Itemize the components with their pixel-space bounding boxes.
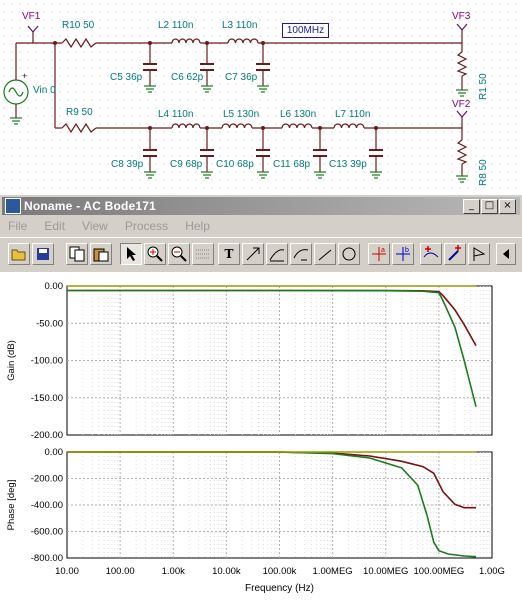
circle-icon[interactable] bbox=[338, 243, 360, 265]
window-titlebar[interactable]: Noname - AC Bode171 _ □ × bbox=[2, 197, 520, 215]
l6-label: L6 130n bbox=[280, 109, 317, 120]
c10-label: C10 68p bbox=[216, 159, 254, 170]
save-icon[interactable] bbox=[32, 243, 54, 265]
c11-label: C11 68p bbox=[273, 159, 311, 170]
source-label: Vin 0 bbox=[33, 85, 56, 96]
x-tick-label: 1.00MEG bbox=[313, 566, 353, 577]
gain-y-tick-label: -50.00 bbox=[36, 318, 63, 329]
phase-y-tick-label: -800.00 bbox=[31, 553, 63, 564]
slope-tool-icon[interactable] bbox=[266, 243, 288, 265]
menu-view[interactable]: View bbox=[82, 218, 108, 233]
cursor-tool-icon[interactable] bbox=[242, 243, 264, 265]
l2-label: L2 110n bbox=[158, 20, 194, 31]
gain-y-tick-label: -200.00 bbox=[31, 430, 63, 441]
cursor-b-icon[interactable]: b bbox=[392, 243, 414, 265]
x-tick-label: 100.00 bbox=[106, 566, 135, 577]
r1-label: R1 50 bbox=[478, 73, 489, 100]
menu-process[interactable]: Process bbox=[124, 218, 169, 233]
l3-label: L3 110n bbox=[222, 20, 258, 31]
svg-text:a: a bbox=[381, 247, 385, 254]
grid-icon[interactable] bbox=[192, 243, 214, 265]
bode-plot-svg: 0.00 -50.00 -100.00 -150.00 -200.00 Gain (dB)… bbox=[6, 281, 505, 594]
gain-y-tick-label: 0.00 bbox=[45, 281, 64, 292]
gain-panel: 0.00 -50.00 -100.00 -150.00 -200.00 Gain (dB) bbox=[6, 281, 493, 441]
c7-label: C7 36p bbox=[225, 72, 258, 83]
c8-label: C8 39p bbox=[111, 159, 144, 170]
svg-text:+: + bbox=[22, 71, 27, 81]
paste-icon[interactable] bbox=[90, 243, 112, 265]
scroll-left-icon[interactable] bbox=[496, 243, 516, 265]
pen-icon[interactable] bbox=[444, 243, 466, 265]
cursor-a-icon[interactable]: a bbox=[368, 243, 390, 265]
menu-bar: File Edit View Process Help bbox=[0, 216, 522, 235]
c13-label: C13 39p bbox=[329, 159, 367, 170]
x-tick-label: 100.00MEG bbox=[414, 566, 465, 577]
x-tick-label: 10.00k bbox=[212, 566, 241, 577]
x-tick-label: 10.00MEG bbox=[363, 566, 408, 577]
menu-help[interactable]: Help bbox=[185, 218, 210, 233]
probe-vf1-label: VF1 bbox=[22, 11, 41, 22]
source-value: 0 bbox=[50, 85, 56, 96]
svg-text:b: b bbox=[405, 247, 409, 254]
zoom-out-icon[interactable] bbox=[168, 243, 190, 265]
frequency-marker-box[interactable]: 100MHz bbox=[282, 23, 329, 38]
gain-y-tick-label: -100.00 bbox=[31, 356, 63, 367]
l5-label: L5 130n bbox=[223, 109, 260, 120]
close-button[interactable]: × bbox=[499, 199, 516, 214]
toolbar-separator bbox=[0, 237, 522, 238]
lines-icon[interactable] bbox=[314, 243, 336, 265]
minimize-button[interactable]: _ bbox=[463, 199, 480, 214]
schematic-canvas[interactable]: + VF1 VF3 VF2 R10 50 R9 50 L2 110n L3 11… bbox=[0, 0, 522, 194]
zoom-in-icon[interactable] bbox=[144, 243, 166, 265]
phase-y-tick-label: -600.00 bbox=[31, 527, 63, 538]
gain-y-axis-label: Gain (dB) bbox=[6, 340, 17, 381]
menu-edit[interactable]: Edit bbox=[44, 218, 66, 233]
c5-label: C5 36p bbox=[110, 72, 143, 83]
x-axis-label: Frequency (Hz) bbox=[245, 583, 314, 594]
source-name: Vin bbox=[33, 85, 48, 96]
phase-y-axis-label: Phase [deg] bbox=[6, 480, 17, 531]
c6-label: C6 62p bbox=[171, 72, 204, 83]
c9-label: C9 68p bbox=[170, 159, 203, 170]
text-icon[interactable]: T bbox=[218, 243, 240, 265]
toolbar: T a b bbox=[2, 241, 522, 267]
pointer-icon[interactable] bbox=[120, 243, 142, 265]
x-tick-label: 100.00k bbox=[263, 566, 297, 577]
maximize-button[interactable]: □ bbox=[481, 199, 498, 214]
probe-vf3-label: VF3 bbox=[452, 11, 471, 22]
curve-tool-icon[interactable] bbox=[290, 243, 312, 265]
phase-trace-vf3 bbox=[66, 451, 477, 558]
r10-label: R10 50 bbox=[62, 20, 95, 31]
x-tick-label: 10.00 bbox=[55, 566, 79, 577]
x-tick-label: 1.00k bbox=[162, 566, 185, 577]
add-marker-icon[interactable] bbox=[420, 243, 442, 265]
copy-icon[interactable] bbox=[66, 243, 88, 265]
r9-label: R9 50 bbox=[66, 107, 93, 118]
app-icon bbox=[5, 198, 21, 214]
window-title: Noname - AC Bode171 bbox=[24, 199, 157, 213]
bode-plot-area[interactable]: 0.00 -50.00 -100.00 -150.00 -200.00 Gain (dB)… bbox=[0, 272, 522, 598]
schematic-wiring: + bbox=[3, 23, 468, 183]
probe-vf2-label: VF2 bbox=[452, 99, 471, 110]
gain-trace-vf3 bbox=[67, 289, 477, 407]
phase-panel: 0.00 -200.00 -400.00 -600.00 -800.00 Phase [d… bbox=[6, 447, 505, 594]
menu-file[interactable]: File bbox=[8, 218, 28, 233]
l7-label: L7 110n bbox=[335, 109, 371, 120]
gain-y-tick-label: -150.00 bbox=[31, 393, 63, 404]
phase-y-tick-label: -400.00 bbox=[31, 500, 63, 511]
r8-label: R8 50 bbox=[478, 159, 489, 186]
phase-y-tick-label: -200.00 bbox=[31, 474, 63, 485]
open-icon[interactable] bbox=[8, 243, 30, 265]
l4-label: L4 110n bbox=[158, 109, 194, 120]
phase-y-tick-label: 0.00 bbox=[45, 447, 64, 458]
flag-icon[interactable] bbox=[468, 243, 490, 265]
x-tick-label: 1.00G bbox=[479, 566, 505, 577]
